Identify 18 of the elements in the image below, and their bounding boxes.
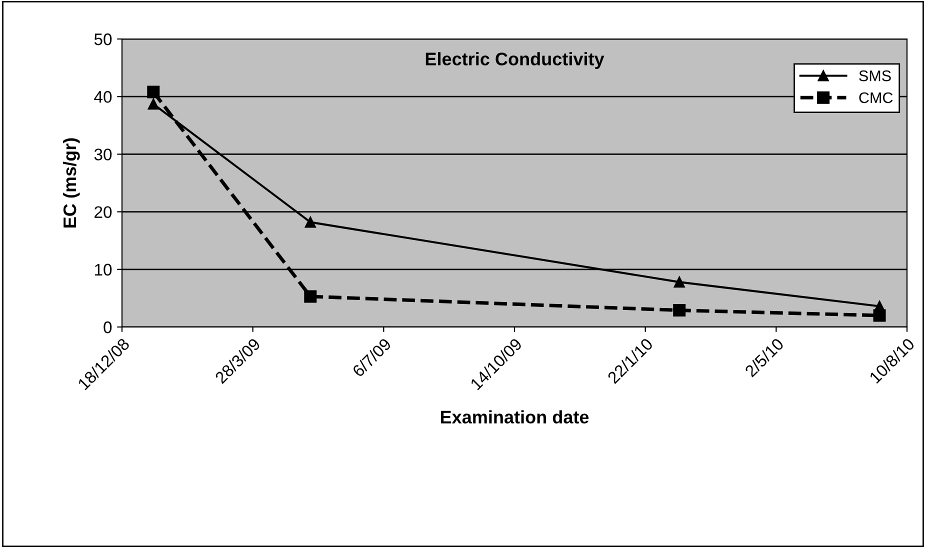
- y-tick-label: 40: [94, 91, 112, 103]
- x-axis-title: Examination date: [440, 410, 589, 424]
- y-tick-label: 10: [95, 264, 112, 276]
- point: [674, 276, 685, 288]
- point: [304, 216, 316, 228]
- y-tick-label: 20: [94, 206, 112, 218]
- point: [148, 98, 159, 110]
- legend-label: CMC: [859, 92, 893, 104]
- point: [873, 309, 886, 322]
- y-tick-label: 50: [94, 33, 112, 46]
- y-tick-label: 0: [104, 321, 112, 334]
- point: [304, 290, 317, 303]
- point: [673, 304, 686, 317]
- legend-label: SMS: [859, 70, 891, 82]
- text: Electric Conductivity: [426, 52, 604, 69]
- y-axis-title: EC (ms/gr): [62, 138, 80, 228]
- y-tick-label: 30: [94, 148, 112, 160]
- point: [147, 86, 160, 98]
